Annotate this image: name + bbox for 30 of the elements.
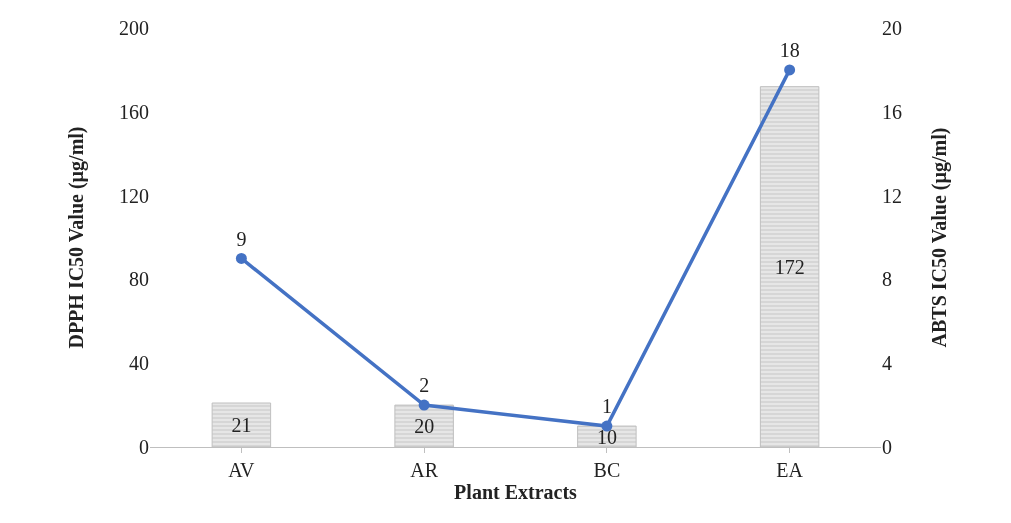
point: [235, 252, 247, 264]
point: [784, 64, 796, 76]
y-axis-title: DPPH IC50 Value (µg/ml): [64, 126, 88, 349]
y-tick-label: 120: [119, 184, 149, 207]
y2-tick-label: 20: [882, 17, 902, 39]
data-label: 18: [779, 39, 800, 62]
x-tick-label: AR: [410, 459, 439, 481]
y2-axis-title: ABTS IC50 Value (µg/ml): [927, 127, 951, 348]
data-label: 1: [601, 395, 612, 418]
data-label: 172: [774, 255, 805, 278]
data-label: 20: [414, 415, 435, 438]
y-tick-label: 80: [129, 268, 149, 291]
y2-tick-label: 0: [882, 436, 892, 458]
x-axis-title: Plant Extracts: [454, 480, 578, 503]
y-tick-label: 0: [139, 436, 149, 458]
data-label: 2: [419, 374, 430, 397]
y2-tick-label: 16: [882, 100, 902, 123]
data-label: 21: [231, 414, 252, 437]
point: [418, 399, 430, 411]
y2-tick-label: 8: [882, 268, 892, 291]
y2-tick-label: 12: [882, 184, 902, 207]
x-tick-label: BC: [593, 459, 621, 481]
x-tick-label: AV: [228, 459, 256, 481]
y2-tick-label: 4: [882, 352, 892, 375]
data-label: 10: [596, 425, 617, 448]
y-tick-label: 200: [119, 17, 149, 39]
x-tick-label: EA: [776, 459, 804, 481]
y-tick-label: 160: [119, 100, 149, 123]
y-tick-label: 40: [129, 352, 149, 375]
data-label: 9: [236, 227, 247, 250]
